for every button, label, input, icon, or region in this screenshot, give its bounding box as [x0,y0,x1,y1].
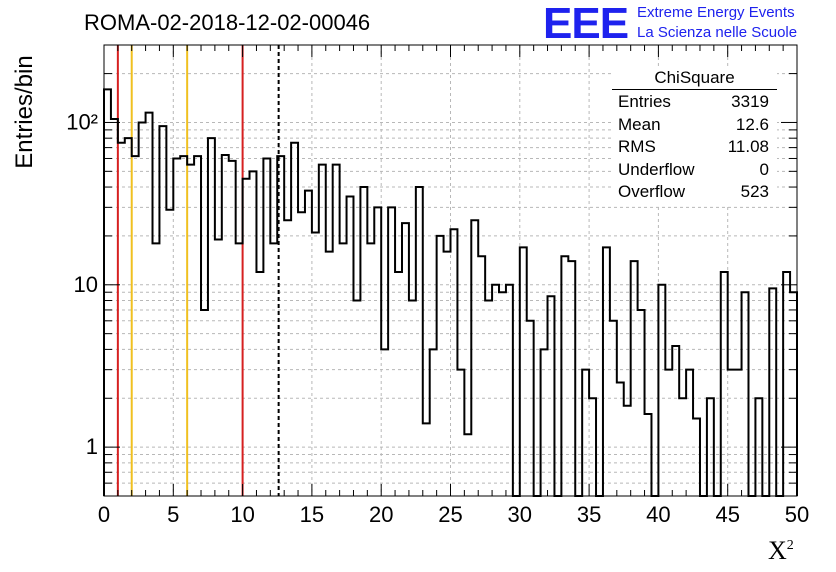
y-tick-label: 10 [74,272,98,297]
stats-row-rms: RMS 11.08 [612,136,777,159]
stats-value: 11.08 [727,137,769,156]
stats-row-mean: Mean 12.6 [612,114,777,137]
x-tick-label: 50 [785,502,809,527]
x-tick-label: 30 [508,502,532,527]
x-tick-label: 5 [167,502,179,527]
stats-label: RMS [618,137,656,156]
y-tick-label: 10² [66,109,98,134]
stats-row-entries: Entries 3319 [612,91,777,114]
x-tick-label: 20 [369,502,393,527]
eee-logo-line1: Extreme Energy Events [637,4,795,21]
reference-lines [116,45,280,496]
stats-value: 523 [740,182,769,201]
stats-label: Overflow [618,182,686,201]
x-tick-label: 10 [230,502,254,527]
stats-value: 3319 [731,92,769,111]
stats-value: 12.6 [735,114,769,134]
stats-value: 0 [759,159,769,179]
axes: 0 5 10 15 20 25 30 35 40 45 50 1 10 10² [66,44,809,527]
y-tick-label: 1 [86,434,98,459]
y-axis-label: Entries/bin [11,55,38,169]
x-tick-label: 15 [300,502,324,527]
stats-label: Underflow [618,159,695,179]
stats-label: Mean [618,114,661,134]
stats-row-underflow: Underflow 0 [612,159,777,182]
stats-box-title: ChiSquare [612,68,777,90]
x-tick-label: 0 [98,502,110,527]
x-tick-label: 35 [577,502,601,527]
eee-logo-letters: EEE [543,0,629,48]
histogram-series [103,88,798,497]
eee-logo-line2: La Scienza nelle Scuole [637,24,798,41]
histogram-line [103,88,798,497]
stats-box: ChiSquare Entries 3319 Mean 12.6 RMS 11.… [612,68,777,204]
chart-title: ROMA-02-2018-12-02-00046 [84,10,371,35]
x-tick-label: 25 [438,502,462,527]
x-axis-label: X2 [768,536,794,565]
x-tick-label: 40 [646,502,670,527]
x-tick-label: 45 [715,502,739,527]
stats-label: Entries [618,92,671,111]
stats-row-overflow: Overflow 523 [612,181,777,204]
